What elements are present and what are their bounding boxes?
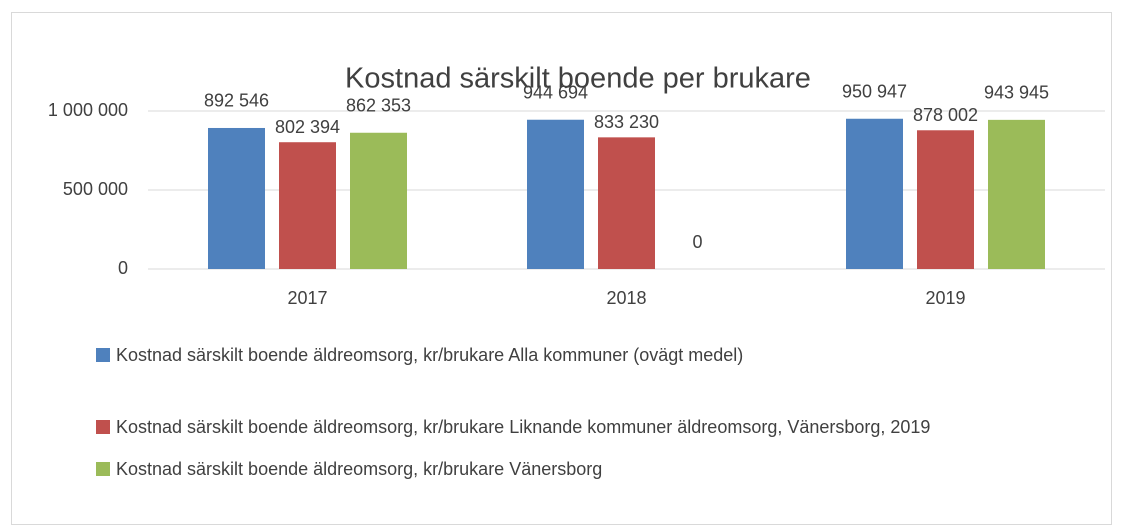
legend: Kostnad särskilt boende äldreomsorg, kr/… bbox=[96, 340, 1056, 496]
data-label: 862 353 bbox=[346, 95, 411, 115]
chart-border bbox=[11, 12, 1112, 525]
legend-entry: Kostnad särskilt boende äldreomsorg, kr/… bbox=[96, 412, 1056, 442]
y-tick-label: 0 bbox=[118, 258, 128, 278]
data-label: 833 230 bbox=[594, 112, 659, 132]
bar bbox=[917, 130, 974, 269]
x-tick-label: 2018 bbox=[606, 288, 646, 308]
data-label: 878 002 bbox=[913, 105, 978, 125]
legend-swatch bbox=[96, 462, 110, 476]
y-tick-label: 500 000 bbox=[63, 179, 128, 199]
chart-title: Kostnad särskilt boende per brukare bbox=[345, 63, 811, 95]
data-label: 802 394 bbox=[275, 117, 340, 137]
bar bbox=[846, 118, 903, 270]
data-label: 0 bbox=[692, 232, 702, 252]
bar bbox=[988, 119, 1045, 269]
legend-entry: Kostnad särskilt boende äldreomsorg, kr/… bbox=[96, 454, 1056, 484]
legend-label: Kostnad särskilt boende äldreomsorg, kr/… bbox=[116, 345, 744, 365]
legend-swatch bbox=[96, 348, 110, 362]
bar bbox=[208, 127, 265, 270]
legend-entry: Kostnad särskilt boende äldreomsorg, kr/… bbox=[96, 340, 1056, 370]
data-label: 892 546 bbox=[204, 91, 269, 111]
legend-label: Kostnad särskilt boende äldreomsorg, kr/… bbox=[116, 459, 603, 479]
legend-label: Kostnad särskilt boende äldreomsorg, kr/… bbox=[116, 417, 931, 437]
bar bbox=[598, 137, 655, 269]
bar bbox=[527, 119, 584, 270]
y-tick-label: 1 000 000 bbox=[48, 100, 128, 120]
data-label: 943 945 bbox=[984, 83, 1049, 103]
x-tick-label: 2017 bbox=[287, 288, 327, 308]
data-label: 950 947 bbox=[842, 82, 907, 102]
bar bbox=[350, 132, 407, 269]
x-tick-label: 2019 bbox=[925, 288, 965, 308]
data-label: 944 694 bbox=[523, 82, 588, 102]
bar bbox=[279, 142, 336, 269]
legend-swatch bbox=[96, 420, 110, 434]
